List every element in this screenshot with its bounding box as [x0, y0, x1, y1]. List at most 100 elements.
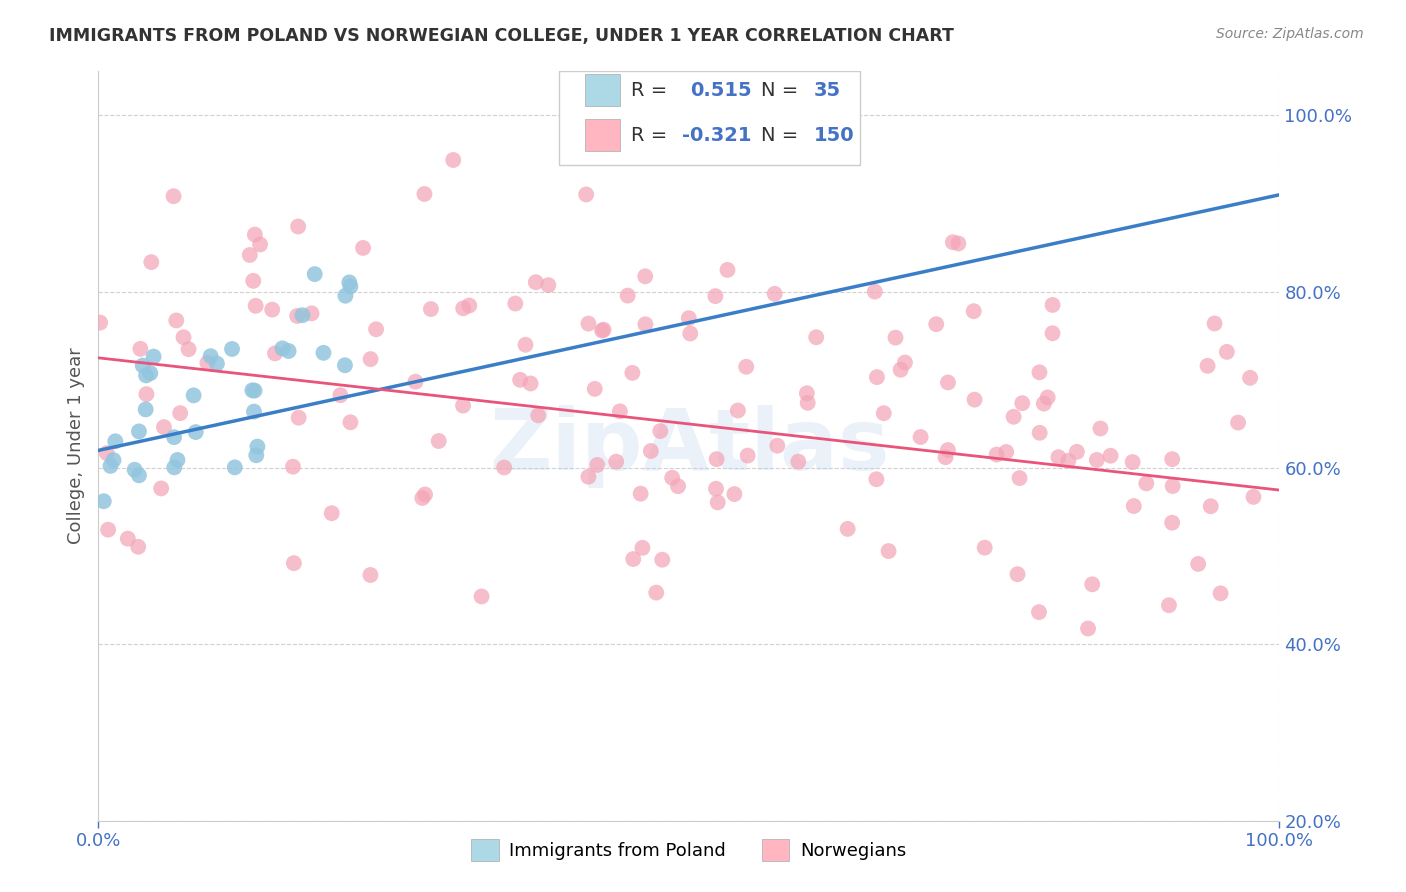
Point [1077, 622, 1099, 636]
FancyBboxPatch shape [585, 74, 620, 106]
Point [128, 425, 150, 439]
Text: N =: N = [761, 80, 799, 100]
Point [132, 359, 155, 373]
Point [135, 402, 157, 417]
Point [661, 471, 683, 485]
Point [1122, 455, 1144, 469]
Point [1057, 454, 1080, 468]
Point [1197, 359, 1219, 373]
Point [339, 415, 361, 429]
Point [96, 446, 118, 460]
Point [243, 227, 266, 242]
Point [100, 458, 122, 473]
Point [271, 342, 294, 356]
Point [239, 248, 262, 262]
Point [427, 434, 450, 448]
Point [103, 453, 125, 467]
Point [419, 301, 441, 316]
Point [285, 309, 308, 323]
Point [1216, 344, 1239, 359]
Point [104, 434, 127, 449]
Point [413, 487, 436, 501]
Point [166, 453, 188, 467]
Point [591, 324, 613, 338]
Point [163, 430, 186, 444]
Point [1042, 298, 1064, 312]
Point [411, 491, 433, 505]
Point [1161, 516, 1184, 530]
Point [243, 384, 266, 398]
Point [877, 544, 900, 558]
Point [128, 468, 150, 483]
Point [578, 469, 600, 483]
Point [723, 487, 745, 501]
Point [727, 403, 749, 417]
Point [737, 449, 759, 463]
Point [243, 404, 266, 418]
Point [645, 585, 668, 599]
Point [1243, 490, 1265, 504]
Point [221, 342, 243, 356]
Point [494, 460, 516, 475]
Text: R =: R = [631, 80, 668, 100]
Point [184, 425, 207, 439]
Point [246, 440, 269, 454]
Point [796, 396, 818, 410]
Point [706, 495, 728, 509]
FancyBboxPatch shape [585, 120, 620, 151]
Point [995, 445, 1018, 459]
Point [329, 388, 352, 402]
Point [894, 355, 917, 369]
Point [245, 448, 267, 462]
Text: 150: 150 [814, 126, 855, 145]
Point [139, 366, 162, 380]
Point [519, 376, 541, 391]
Point [127, 540, 149, 554]
Text: ZipAtlas: ZipAtlas [489, 404, 889, 488]
Point [291, 308, 314, 322]
Point [1081, 577, 1104, 591]
Point [986, 448, 1008, 462]
Point [277, 344, 299, 359]
Point [352, 241, 374, 255]
Point [162, 189, 184, 203]
Point [630, 486, 652, 500]
Point [934, 450, 956, 465]
Point [524, 275, 547, 289]
Text: R =: R = [631, 126, 668, 145]
Point [335, 289, 357, 303]
Point [1227, 416, 1250, 430]
Point [884, 331, 907, 345]
Point [264, 346, 287, 360]
Point [404, 375, 426, 389]
Point [129, 342, 152, 356]
Point [1011, 396, 1033, 410]
Point [117, 532, 139, 546]
Point [963, 392, 986, 407]
Point [505, 296, 527, 310]
Point [1135, 476, 1157, 491]
Point [650, 424, 672, 438]
FancyBboxPatch shape [560, 71, 860, 165]
Point [704, 289, 727, 303]
Legend: Immigrants from Poland, Norwegians: Immigrants from Poland, Norwegians [464, 831, 914, 868]
Point [537, 278, 560, 293]
Point [679, 326, 702, 341]
Point [716, 263, 738, 277]
Point [1042, 326, 1064, 341]
Point [1161, 452, 1184, 467]
Point [592, 323, 614, 337]
Point [1007, 567, 1029, 582]
Point [578, 317, 600, 331]
Point [93, 494, 115, 508]
Point [766, 439, 789, 453]
Point [471, 590, 494, 604]
Point [1036, 391, 1059, 405]
Point [242, 274, 264, 288]
Point [806, 330, 828, 344]
Point [865, 472, 887, 486]
Point [527, 409, 550, 423]
Point [609, 404, 631, 418]
Point [283, 556, 305, 570]
Point [165, 313, 187, 327]
